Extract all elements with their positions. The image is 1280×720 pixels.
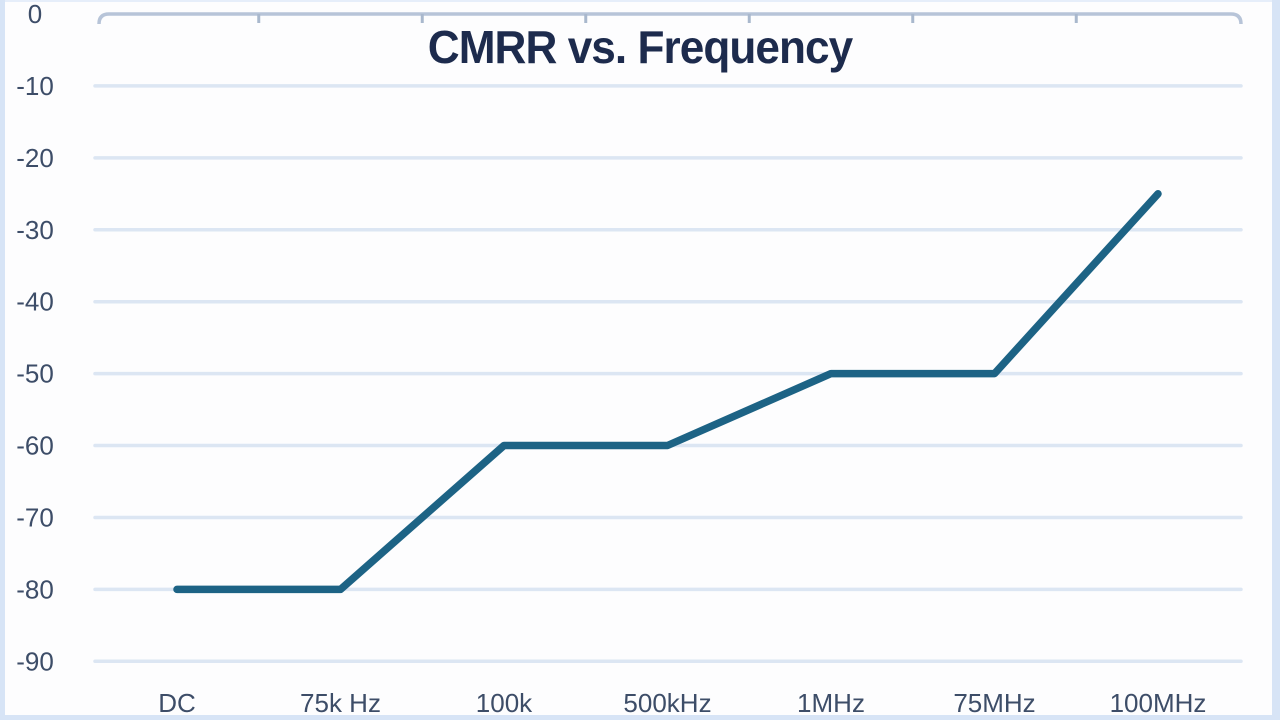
gridlines-group [93,84,1243,664]
y-axis-labels-group: 0 -10 -20 -30 -40 -50 -60 -70 -80 -90 [16,0,54,676]
x-axis-labels-group: DC 75k Hz 100k 500kHz 1MHz 75MHz 100MHz [158,688,1206,718]
y-axis-tick-label: -70 [16,502,54,532]
y-axis-tick-label: -90 [16,646,54,676]
right-edge-strip [1272,0,1280,720]
top-axis-group [97,12,1243,25]
x-axis-tick-label: DC [158,688,196,718]
data-series-group [173,190,1162,594]
top-edge-strip [0,0,1280,2]
top-axis-line [97,12,1243,25]
x-axis-tick-label: 75k Hz [300,688,381,718]
chart-title: CMRR vs. Frequency [427,21,853,73]
x-axis-tick-label: 500kHz [623,688,711,718]
left-edge-strip [0,0,5,720]
x-axis-tick-label: 100MHz [1110,688,1207,718]
y-axis-tick-label: -80 [16,574,54,604]
y-axis-tick-label: -20 [16,143,54,173]
bottom-edge-strip [0,715,1280,720]
y-axis-tick-label: -30 [16,215,54,245]
x-axis-tick-label: 75MHz [953,688,1035,718]
y-axis-tick-label: 0 [28,0,42,29]
x-axis-tick-label: 100k [476,688,533,718]
y-axis-tick-label: -10 [16,71,54,101]
cmrr-data-line [173,190,1162,594]
y-axis-tick-label: -50 [16,359,54,389]
x-axis-tick-label: 1MHz [797,688,865,718]
y-axis-tick-label: -40 [16,287,54,317]
y-axis-tick-label: -60 [16,431,54,461]
